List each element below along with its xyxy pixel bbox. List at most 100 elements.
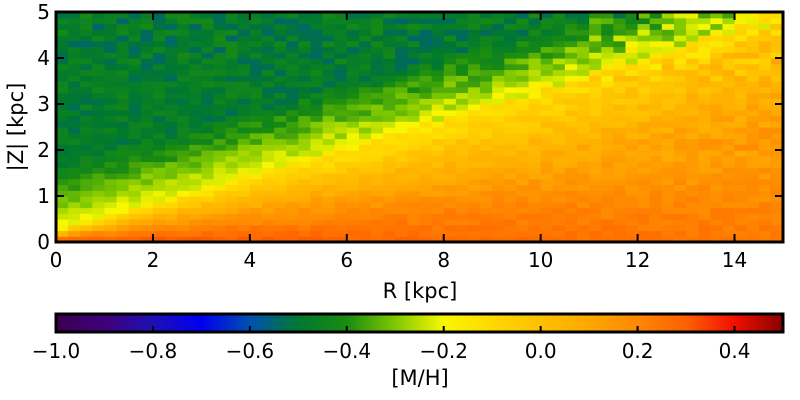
- heatmap-cell: [177, 173, 190, 180]
- heatmap-cell: [56, 207, 69, 214]
- heatmap-cell: [286, 196, 299, 203]
- heatmap-cell: [455, 201, 469, 209]
- heatmap-cell: [770, 17, 784, 25]
- heatmap-cell: [770, 184, 784, 191]
- heatmap-cell: [274, 35, 287, 42]
- heatmap-cell: [637, 144, 651, 151]
- heatmap-cell: [589, 236, 602, 243]
- heatmap-cell: [528, 144, 542, 151]
- heatmap-cell: [383, 219, 396, 226]
- heatmap-cell: [225, 75, 239, 82]
- heatmap-cell: [322, 63, 336, 71]
- heatmap-cell: [371, 196, 384, 203]
- heatmap-cell: [710, 40, 724, 48]
- x-tick-label: 10: [528, 248, 553, 272]
- heatmap-cell: [710, 17, 724, 25]
- heatmap-cell: [383, 236, 396, 243]
- heatmap-cell: [68, 52, 81, 59]
- heatmap-cell: [310, 213, 324, 220]
- heatmap-cell: [274, 150, 287, 157]
- heatmap-cell: [722, 104, 736, 111]
- heatmap-cell: [152, 75, 166, 82]
- heatmap-cell: [601, 161, 614, 168]
- heatmap-cell: [419, 161, 433, 168]
- heatmap-cell: [516, 184, 530, 191]
- heatmap-cell: [661, 104, 675, 111]
- heatmap-cell: [589, 86, 602, 94]
- heatmap-cell: [710, 69, 724, 76]
- heatmap-cell: [443, 86, 457, 94]
- heatmap-cell: [92, 35, 106, 42]
- heatmap-cell: [56, 196, 69, 203]
- heatmap-cell: [346, 115, 360, 122]
- heatmap-cell: [649, 12, 663, 19]
- heatmap-cell: [407, 46, 421, 53]
- heatmap-cell: [710, 224, 724, 232]
- heatmap-cell: [68, 178, 81, 186]
- heatmap-cell: [564, 207, 578, 214]
- heatmap-cell: [225, 219, 239, 226]
- heatmap-cell: [492, 201, 505, 209]
- heatmap-cell: [92, 207, 106, 214]
- heatmap-cell: [371, 86, 384, 94]
- heatmap-cell: [770, 115, 784, 122]
- heatmap-cell: [467, 161, 481, 168]
- heatmap-cell: [383, 63, 396, 71]
- heatmap-cell: [116, 46, 130, 53]
- heatmap-cell: [431, 213, 445, 220]
- heatmap-cell: [395, 104, 408, 111]
- heatmap-cell: [686, 12, 699, 19]
- heatmap-cell: [734, 109, 748, 117]
- heatmap-cell: [649, 207, 663, 214]
- heatmap-cell: [80, 86, 93, 94]
- heatmap-cell: [407, 52, 421, 59]
- heatmap-cell: [758, 213, 772, 220]
- heatmap-cell: [698, 12, 711, 19]
- heatmap-cell: [431, 173, 445, 180]
- heatmap-cell: [249, 29, 263, 36]
- heatmap-cell: [249, 92, 263, 99]
- heatmap-cell: [128, 92, 142, 99]
- heatmap-cell: [334, 81, 348, 88]
- heatmap-cell: [237, 201, 251, 209]
- heatmap-cell: [249, 86, 263, 94]
- heatmap-cell: [455, 167, 469, 174]
- heatmap-cell: [165, 201, 178, 209]
- heatmap-cell: [56, 35, 69, 42]
- heatmap-cell: [516, 69, 530, 76]
- heatmap-cell: [722, 52, 736, 59]
- heatmap-cell: [286, 132, 299, 140]
- heatmap-cell: [322, 201, 336, 209]
- heatmap-cell: [407, 219, 421, 226]
- heatmap-cell: [334, 167, 348, 174]
- heatmap-cell: [237, 109, 251, 117]
- heatmap-cell: [128, 236, 142, 243]
- heatmap-cell: [637, 35, 651, 42]
- heatmap-cell: [395, 17, 408, 25]
- heatmap-cell: [225, 63, 239, 71]
- heatmap-cell: [104, 69, 118, 76]
- heatmap-cell: [249, 115, 263, 122]
- heatmap-cell: [419, 132, 433, 140]
- heatmap-cell: [80, 155, 93, 163]
- heatmap-cell: [395, 230, 408, 237]
- heatmap-cell: [104, 155, 118, 163]
- heatmap-cell: [552, 17, 566, 25]
- heatmap-cell: [746, 144, 760, 151]
- heatmap-cell: [261, 167, 275, 174]
- heatmap-cell: [492, 92, 505, 99]
- heatmap-cell: [165, 69, 178, 76]
- heatmap-cell: [201, 23, 215, 30]
- heatmap-cell: [492, 23, 505, 30]
- heatmap-cell: [613, 184, 627, 191]
- heatmap-cell: [322, 35, 336, 42]
- heatmap-cell: [128, 150, 142, 157]
- heatmap-cell: [419, 230, 433, 237]
- heatmap-cell: [358, 196, 372, 203]
- heatmap-cell: [528, 23, 542, 30]
- heatmap-cell: [395, 23, 408, 30]
- heatmap-cell: [225, 201, 239, 209]
- heatmap-cell: [334, 161, 348, 168]
- heatmap-cell: [395, 52, 408, 59]
- heatmap-cell: [128, 127, 142, 134]
